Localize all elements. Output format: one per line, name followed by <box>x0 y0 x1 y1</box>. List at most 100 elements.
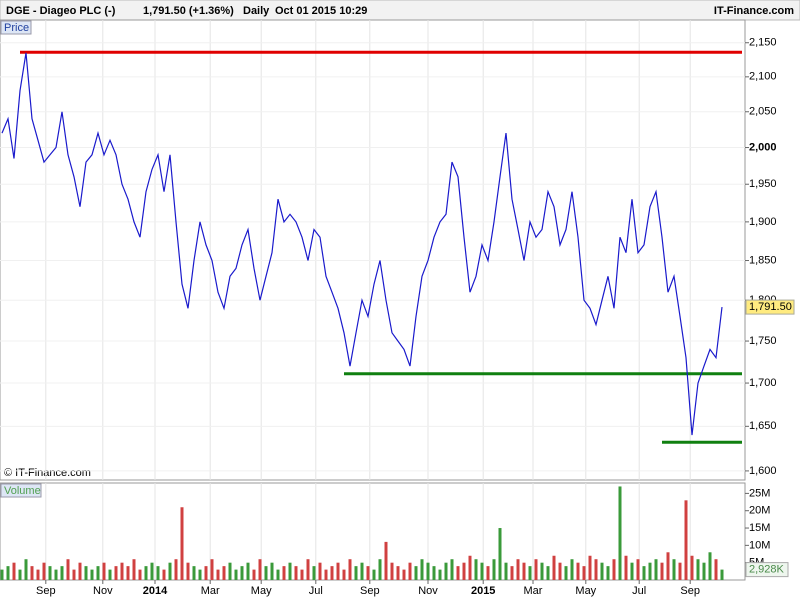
volume-bar <box>408 562 412 580</box>
volume-bar <box>498 528 502 580</box>
volume-bar <box>312 566 316 580</box>
volume-bar <box>384 541 388 580</box>
y-tick-label: 20M <box>749 505 770 517</box>
x-tick-label: May <box>251 585 272 597</box>
volume-bar <box>678 562 682 580</box>
volume-bar <box>372 569 376 580</box>
volume-bar <box>378 559 382 580</box>
volume-bar <box>138 569 142 580</box>
volume-bar <box>264 566 268 580</box>
volume-bar <box>462 562 466 580</box>
volume-bar <box>36 569 40 580</box>
volume-bar <box>480 562 484 580</box>
volume-bar <box>102 562 106 580</box>
x-tick-label: Sep <box>680 585 700 597</box>
volume-bar <box>66 559 70 580</box>
volume-bar <box>510 566 514 580</box>
volume-bar <box>474 559 478 580</box>
x-tick-label: Jul <box>309 585 323 597</box>
volume-bar <box>144 566 148 580</box>
y-tick-label: 1,700 <box>749 377 777 389</box>
volume-bar <box>456 566 460 580</box>
period: Daily <box>243 5 270 17</box>
x-tick-label: Nov <box>418 585 438 597</box>
volume-bar <box>48 566 52 580</box>
volume-bar <box>558 562 562 580</box>
volume-bar <box>348 559 352 580</box>
volume-bar <box>672 559 676 580</box>
volume-bar <box>354 566 358 580</box>
volume-bar <box>516 559 520 580</box>
price-panel-label: Price <box>4 22 29 34</box>
volume-bar <box>222 566 226 580</box>
volume-bar <box>18 569 22 580</box>
volume-bar <box>150 562 154 580</box>
volume-bar <box>186 562 190 580</box>
volume-bar <box>120 562 124 580</box>
volume-bar <box>330 566 334 580</box>
volume-bar <box>702 562 706 580</box>
volume-bar <box>24 559 28 580</box>
volume-bar <box>30 566 34 580</box>
volume-bar <box>60 566 64 580</box>
volume-bar <box>132 559 136 580</box>
volume-bar <box>660 562 664 580</box>
y-tick-label: 1,900 <box>749 216 777 228</box>
volume-bar <box>594 559 598 580</box>
brand: IT-Finance.com <box>714 5 794 17</box>
volume-bar <box>588 555 592 580</box>
volume-bar <box>42 562 46 580</box>
symbol: DGE - Diageo PLC (-) <box>6 5 116 17</box>
volume-bar <box>390 562 394 580</box>
y-tick-label: 15M <box>749 522 770 534</box>
volume-bar <box>582 566 586 580</box>
volume-bar <box>12 562 16 580</box>
volume-bar <box>618 486 622 580</box>
y-tick-label: 1,850 <box>749 254 777 266</box>
y-tick-label: 2,150 <box>749 37 777 49</box>
y-tick-label: 1,600 <box>749 465 777 477</box>
volume-bar <box>204 566 208 580</box>
header-bar <box>0 0 800 21</box>
volume-panel-label: Volume <box>4 485 41 497</box>
volume-bar <box>126 566 130 580</box>
volume-bar <box>258 559 262 580</box>
volume-bar <box>600 562 604 580</box>
volume-bar <box>54 569 58 580</box>
volume-bar <box>432 566 436 580</box>
volume-bar <box>114 566 118 580</box>
volume-bar <box>648 562 652 580</box>
y-tick-label: 1,950 <box>749 178 777 190</box>
volume-bar <box>366 566 370 580</box>
volume-bar <box>666 552 670 580</box>
x-tick-label: Mar <box>201 585 220 597</box>
y-tick-label: 10M <box>749 539 770 551</box>
volume-bar <box>96 566 100 580</box>
volume-bar <box>708 552 712 580</box>
volume-bar <box>294 566 298 580</box>
volume-bar <box>282 566 286 580</box>
volume-bar <box>426 562 430 580</box>
volume-bar <box>360 562 364 580</box>
volume-bar <box>0 569 4 580</box>
volume-bar <box>696 559 700 580</box>
price-frame <box>0 19 746 481</box>
volume-bar <box>402 569 406 580</box>
y-tick-label: 2,050 <box>749 106 777 118</box>
volume-bar <box>612 559 616 580</box>
volume-bar <box>162 569 166 580</box>
volume-bar <box>234 569 238 580</box>
volume-bar <box>720 569 724 580</box>
volume-bar <box>654 559 658 580</box>
volume-bar <box>414 566 418 580</box>
volume-bar <box>84 566 88 580</box>
volume-bar <box>108 569 112 580</box>
volume-bar <box>420 559 424 580</box>
volume-bar <box>6 566 10 580</box>
volume-bar <box>444 562 448 580</box>
volume-bar <box>492 559 496 580</box>
last-price-label: 1,791.50 <box>749 301 792 313</box>
volume-bar <box>438 569 442 580</box>
volume-bar <box>198 569 202 580</box>
